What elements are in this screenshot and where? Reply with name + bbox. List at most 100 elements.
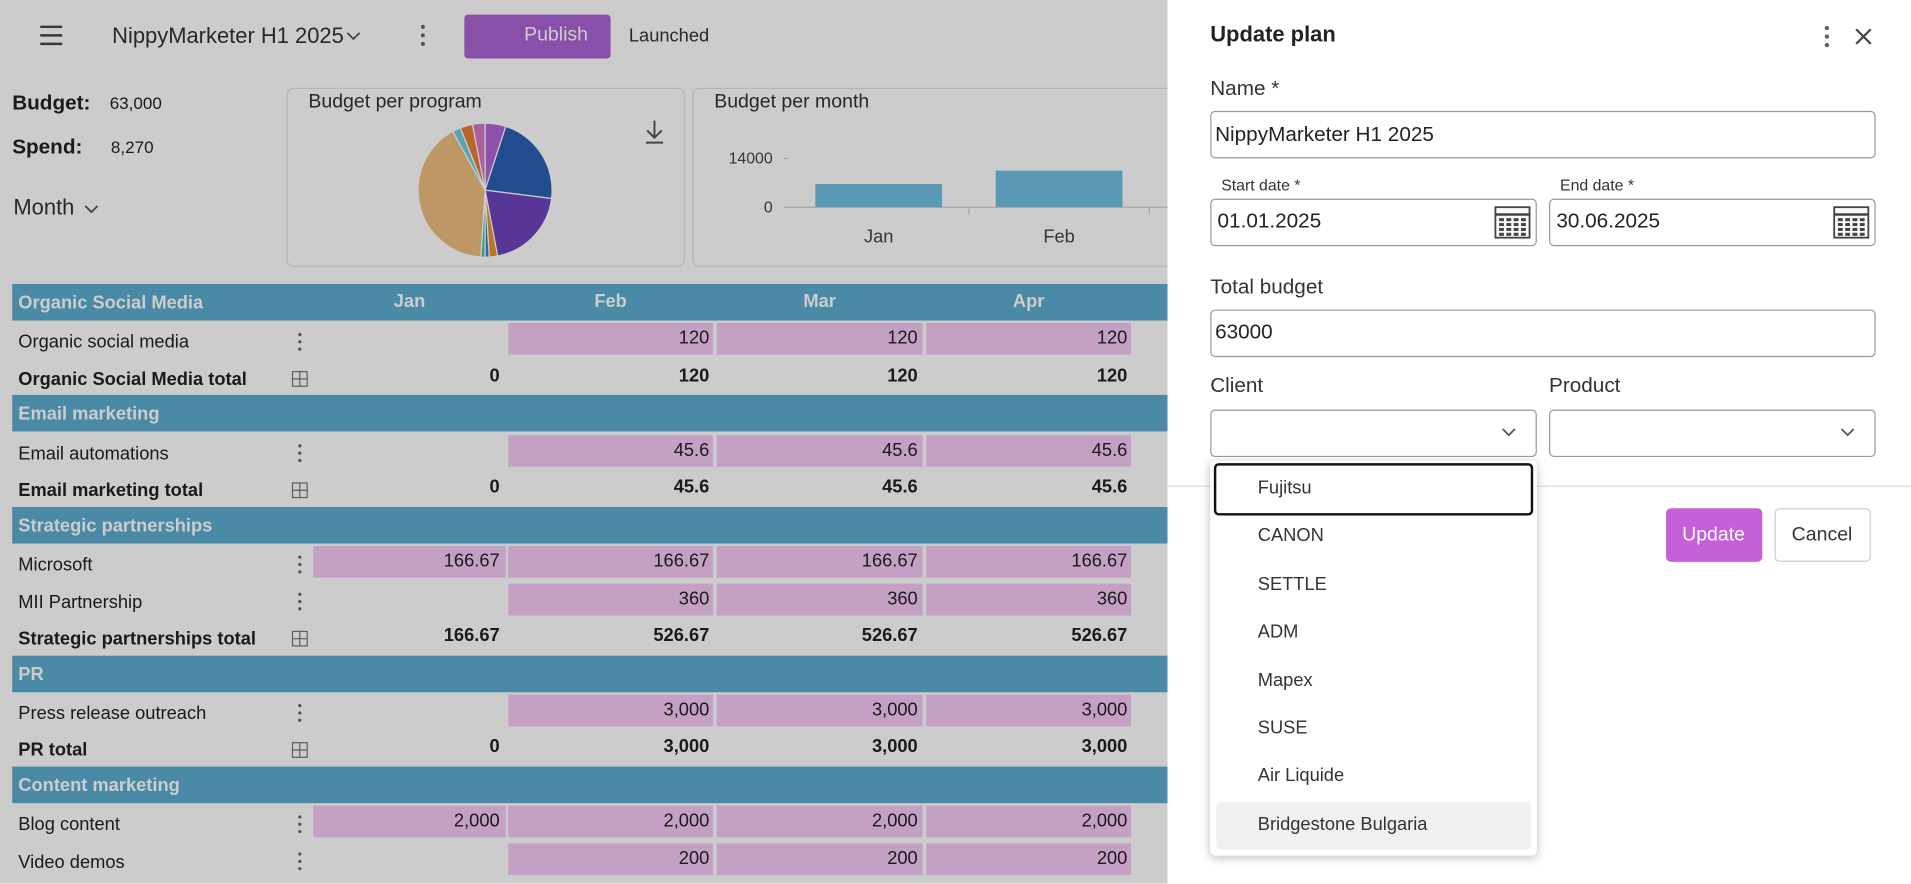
pie-slice [484,125,553,200]
total-icon [292,482,308,498]
option-label: Fujitsu [1257,477,1312,499]
row-menu-icon [298,555,302,559]
field-label: End date * [1560,175,1635,195]
editable-cell[interactable] [926,694,1131,727]
modal-overlay[interactable] [0,0,1168,884]
cell-value: 45.6 [1091,439,1128,461]
text-input[interactable] [1210,110,1876,159]
input-value: NippyMarketer H1 2025 [1215,122,1434,147]
calendar-icon [1521,223,1526,227]
chevron [346,32,361,41]
publish-button[interactable] [464,14,611,59]
update-button[interactable] [1666,508,1763,562]
total-label: Email marketing total [18,480,204,502]
editable-cell[interactable] [926,323,1131,356]
editable-cell[interactable] [716,323,923,356]
chevron [1840,428,1855,437]
row-menu-icon [298,451,302,455]
row-menu-icon [298,332,302,337]
editable-cell[interactable] [716,843,923,875]
editable-cell[interactable] [313,546,506,578]
total-icon [292,631,308,646]
text-input[interactable] [1210,309,1876,358]
editable-cell[interactable] [508,583,713,615]
option-label: Air Liquide [1257,765,1345,787]
editable-cell[interactable] [926,805,1131,838]
column-header: Jan [393,291,426,312]
cell-value: 360 [887,588,918,609]
cell-value: 360 [678,588,710,609]
update-plan-panel: Update plan Name * NippyMarketer H1 2025 St… [1167,0,1911,884]
calendar-icon [1499,223,1504,227]
editable-cell[interactable] [508,843,713,875]
group-row [12,395,1168,432]
dropdown-option-hover[interactable] [1216,801,1531,850]
y-tick-label: 0 [763,197,773,216]
column-header: Feb [594,291,627,312]
calendar-icon [1859,223,1865,227]
pie-slice [417,130,486,258]
calendar-icon [1833,206,1870,239]
editable-cell[interactable] [716,546,923,578]
total-cell: 0 [489,736,500,758]
more-icon[interactable] [1824,25,1830,48]
cell-value: 120 [1096,328,1128,350]
date-input[interactable] [1210,198,1537,247]
field-label: Client [1210,373,1264,398]
calendar-icon [1859,218,1865,222]
editable-cell[interactable] [926,434,1131,467]
group-name: Content marketing [18,774,180,796]
total-cell: 120 [1096,365,1128,387]
pie-slice [471,122,486,191]
calendar-icon [1837,223,1843,227]
total-label: PR total [18,740,88,761]
total-cell: 526.67 [653,625,710,646]
close-icon[interactable] [1855,28,1872,45]
total-cell: 3,000 [871,736,918,758]
editable-cell[interactable] [508,694,713,727]
calendar-icon [1521,232,1526,236]
editable-cell[interactable] [508,323,713,356]
cell-value: 360 [1096,588,1128,609]
column-header: Apr [1012,291,1045,312]
row-label: Video demos [18,851,125,873]
row-menu-icon [298,815,302,819]
editable-cell[interactable] [716,583,923,615]
cell-value: 166.67 [653,551,710,572]
dropdown-option-focused[interactable] [1213,463,1534,516]
editable-cell[interactable] [926,546,1131,578]
bar [995,170,1123,208]
chevron [1502,428,1516,437]
row-label: Organic social media [18,332,189,353]
cell-value: 3,000 [1081,699,1128,721]
editable-cell[interactable] [716,694,923,727]
group-row [12,655,1168,692]
total-label: Organic Social Media total [18,369,247,390]
editable-cell[interactable] [508,805,713,838]
calendar-icon [1494,206,1531,239]
more-icon [420,33,425,38]
calendar-icon [1859,227,1865,231]
client-select[interactable] [1210,409,1537,458]
budget-value: 63,000 [109,93,162,113]
cell-value: 200 [678,847,710,869]
calendar-icon [1506,227,1512,231]
editable-cell[interactable] [313,805,506,838]
editable-cell[interactable] [508,434,713,467]
editable-cell[interactable] [508,546,713,578]
calendar-icon [1499,227,1504,231]
editable-cell[interactable] [926,843,1131,875]
cell-value: 166.67 [443,551,500,572]
date-input[interactable] [1549,198,1876,247]
product-select[interactable] [1549,409,1876,458]
editable-cell[interactable] [926,583,1131,615]
row-menu-icon [298,829,302,834]
editable-cell[interactable] [716,434,923,467]
calendar-icon [1837,227,1843,231]
plan-name: NippyMarketer H1 2025 [112,23,344,48]
panel-title: Update plan [1210,22,1336,47]
calendar-icon [1521,218,1526,222]
cancel-button[interactable] [1774,508,1871,562]
editable-cell[interactable] [716,805,923,838]
